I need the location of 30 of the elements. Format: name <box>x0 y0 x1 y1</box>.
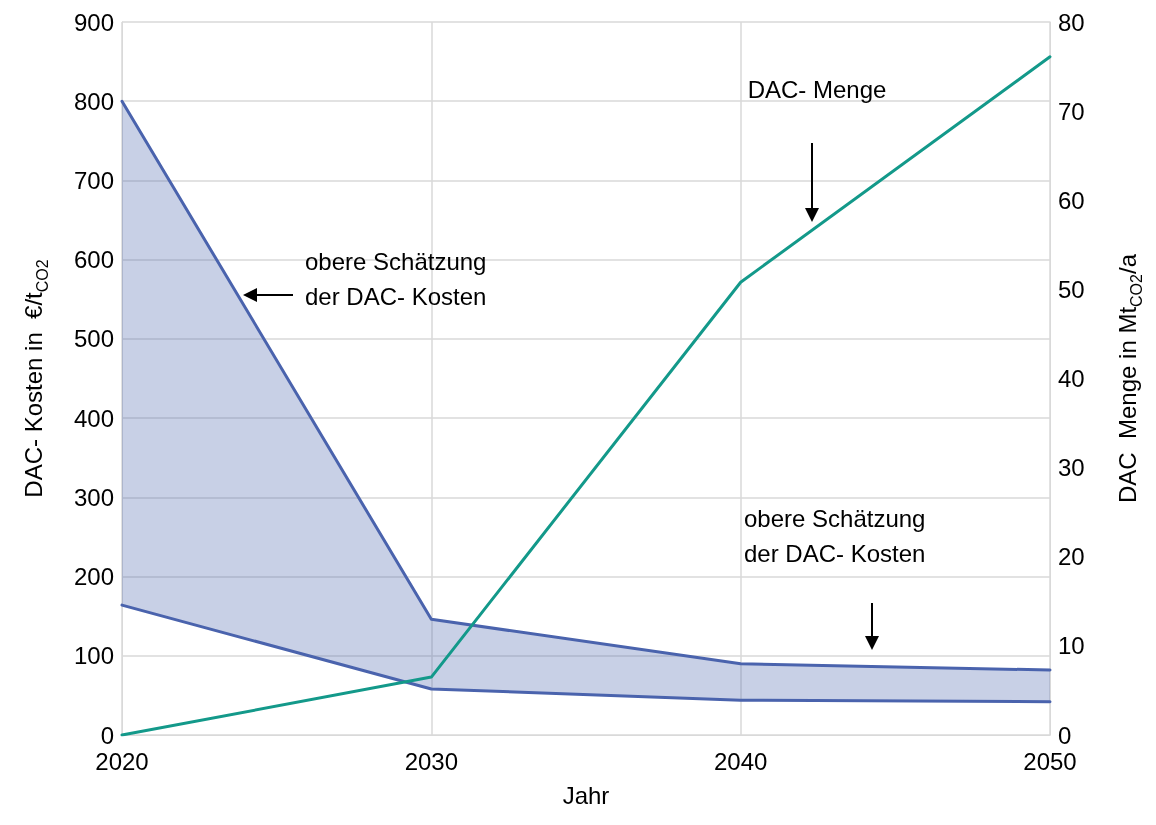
y-tick-label: 400 <box>73 404 114 432</box>
x-tick-label: 2050 <box>1023 747 1077 775</box>
x-axis-title: Jahr <box>562 781 610 809</box>
y2-tick-label: 70 <box>1058 97 1085 125</box>
y-tick-label: 600 <box>73 246 114 274</box>
annotation: obere Schätzung der DAC- Kosten <box>744 505 926 567</box>
y2-tick-label: 40 <box>1058 365 1085 392</box>
y2-axis-title: DAC Menge in MtCO2/a <box>1113 253 1145 503</box>
y-tick-label: 800 <box>73 87 114 115</box>
annotation: obere Schätzung der DAC- Kosten <box>305 248 487 310</box>
y2-tick-label: 30 <box>1058 454 1085 482</box>
annotation: DAC- Menge <box>747 76 887 103</box>
y-tick-label: 500 <box>73 325 114 353</box>
y2-tick-label: 50 <box>1058 275 1085 303</box>
y-tick-label: 900 <box>73 8 114 36</box>
y2-tick-label: 10 <box>1058 632 1085 660</box>
y-tick-label: 200 <box>73 563 114 591</box>
y2-tick-label: 80 <box>1058 8 1085 36</box>
y-tick-label: 300 <box>73 483 114 511</box>
y-tick-label: 100 <box>73 642 114 670</box>
y2-tick-label: 60 <box>1058 186 1085 214</box>
x-tick-label: 2020 <box>95 747 149 775</box>
x-tick-label: 2030 <box>404 747 459 775</box>
y-tick-label: 700 <box>73 166 114 194</box>
y-axis-title: DAC- Kosten in €/tCO2 <box>19 259 51 498</box>
line-series <box>120 603 1052 704</box>
y2-tick-label: 0 <box>1058 721 1072 749</box>
y2-tick-label: 20 <box>1058 543 1085 571</box>
x-tick-label: 2040 <box>713 747 768 775</box>
y-tick-label: 0 <box>100 721 114 749</box>
